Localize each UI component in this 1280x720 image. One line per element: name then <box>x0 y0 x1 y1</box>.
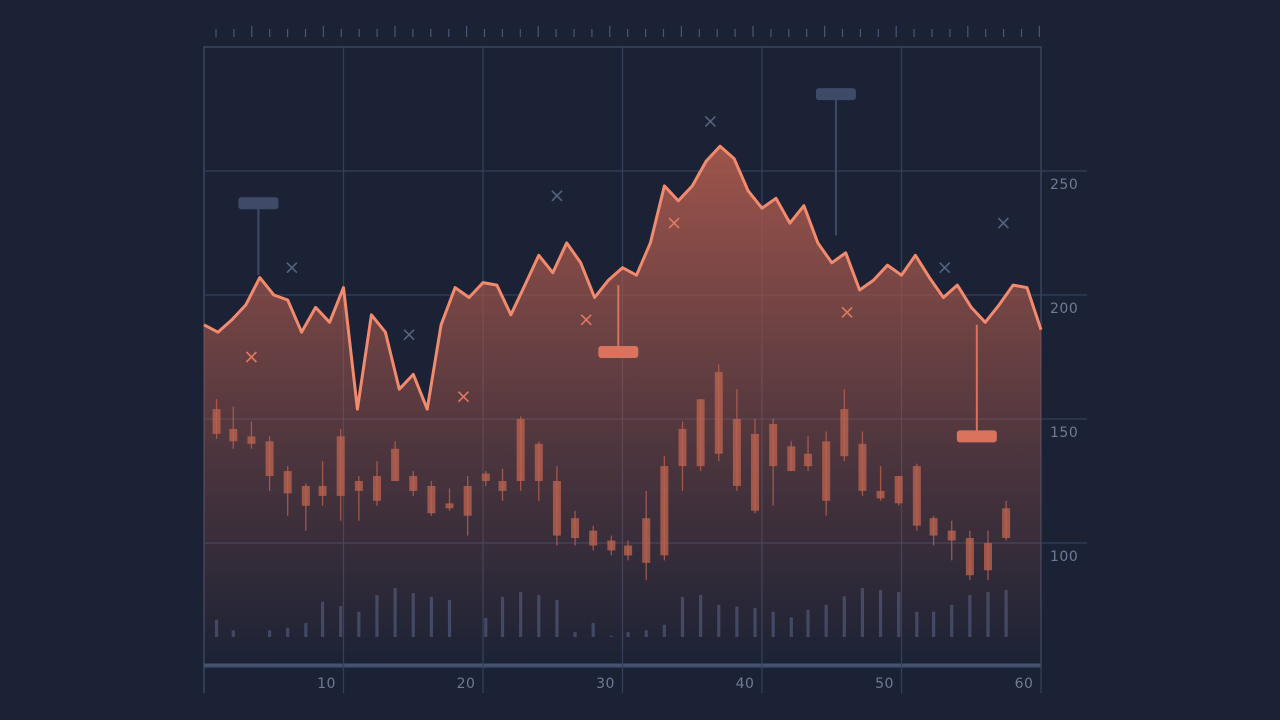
candle-body <box>804 453 813 467</box>
candle-body <box>912 466 921 526</box>
candle-body <box>965 538 974 576</box>
pin-head <box>598 346 639 359</box>
price-line <box>203 144 1043 411</box>
candle-body <box>516 419 525 481</box>
y-tick-label: 250 <box>1050 177 1078 193</box>
candle-body <box>445 503 454 509</box>
candle-body <box>318 485 327 496</box>
cross-marker <box>580 314 592 326</box>
candle-body <box>678 428 687 467</box>
candle-body <box>947 530 956 541</box>
candle-body <box>894 476 903 504</box>
pin-head <box>956 430 997 443</box>
candle-body <box>876 490 885 499</box>
candle-body <box>427 485 436 514</box>
candle-body <box>840 409 849 457</box>
y-tick-label: 150 <box>1050 425 1078 441</box>
candle-body <box>571 518 580 539</box>
candle-body <box>534 443 543 481</box>
cross-marker <box>841 306 853 318</box>
cross-marker <box>551 190 563 202</box>
candle-body <box>552 481 561 536</box>
candle-body <box>301 485 310 506</box>
cross-marker <box>286 262 298 274</box>
x-tick-label: 10 <box>317 676 336 692</box>
candle-body <box>983 543 992 571</box>
cross-marker <box>245 351 257 363</box>
candle-body <box>660 466 669 556</box>
cross-marker <box>997 217 1009 229</box>
candle-body <box>283 471 292 494</box>
candle-body <box>1002 508 1011 539</box>
candle-body <box>751 433 760 511</box>
candle-body <box>336 436 345 496</box>
x-tick-label: 30 <box>596 676 615 692</box>
candle-body <box>481 473 490 481</box>
candle-body <box>372 476 381 501</box>
x-tick-label: 20 <box>457 676 476 692</box>
candle-body <box>409 476 418 491</box>
candle-body <box>929 518 938 536</box>
candle-body <box>642 518 651 563</box>
area-fill <box>204 146 1041 667</box>
candle-body <box>498 481 507 491</box>
candle-body <box>624 545 633 556</box>
candle-body <box>607 540 616 551</box>
top-ruler <box>215 26 1041 37</box>
candle-body <box>265 441 274 477</box>
candle-body <box>391 448 400 481</box>
candle-body <box>822 441 831 501</box>
pin-head <box>238 197 279 210</box>
candle-body <box>732 419 741 486</box>
candle-body <box>769 423 778 467</box>
y-tick-label: 100 <box>1050 549 1078 565</box>
candle-body <box>212 409 221 434</box>
cross-marker <box>668 217 680 229</box>
x-tick-label: 40 <box>736 676 755 692</box>
candle-body <box>247 436 256 444</box>
candle-body <box>858 443 867 491</box>
candle-body <box>354 481 363 491</box>
x-tick-label: 60 <box>1015 676 1034 692</box>
candle-body <box>463 485 472 516</box>
y-tick-label: 200 <box>1050 301 1078 317</box>
pin-head <box>815 88 856 101</box>
cross-marker <box>704 115 716 127</box>
cross-marker <box>939 262 951 274</box>
candle-body <box>714 371 723 454</box>
candle-body <box>229 428 238 442</box>
candle-body <box>696 399 705 467</box>
candle-body <box>787 446 796 472</box>
cross-marker <box>403 329 415 341</box>
x-tick-label: 50 <box>875 676 894 692</box>
candle-body <box>589 530 598 546</box>
cross-marker <box>457 391 470 403</box>
